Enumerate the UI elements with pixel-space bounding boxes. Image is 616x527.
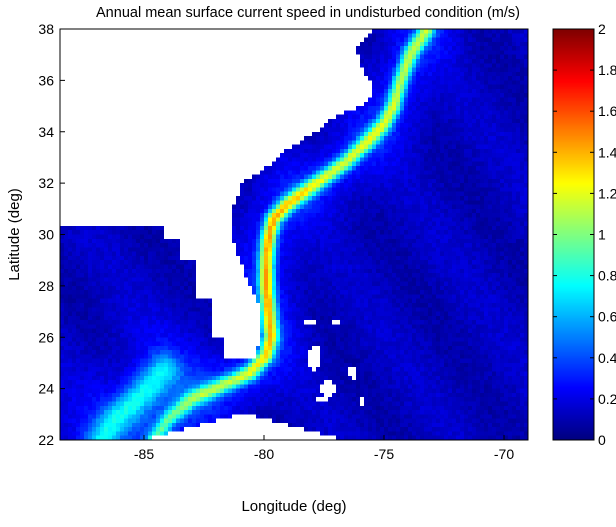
y-tick-label: 32 [38,175,54,191]
y-tick-label: 34 [38,124,54,140]
y-tick-label: 38 [38,21,54,37]
chart-title: Annual mean surface current speed in und… [96,5,520,21]
x-tick-label: -70 [494,446,514,462]
heatmap-image [60,29,528,440]
x-tick-label: -75 [374,446,394,462]
colorbar-tick-label: 0.4 [598,350,616,366]
y-tick-label: 30 [38,227,54,243]
colorbar-tick-label: 0 [598,432,606,448]
colorbar-tick-label: 1.6 [598,103,616,119]
colorbar-ticks: 0 0.2 0.4 0.6 0.8 1 1.2 1.4 1.6 1.8 2 [553,21,616,448]
colorbar-gradient [553,29,594,440]
y-tick-label: 26 [38,329,54,345]
colorbar-tick-label: 1.4 [598,144,616,160]
y-tick-label: 22 [38,432,54,448]
x-tick-label: -85 [134,446,154,462]
colorbar-tick-label: 0.6 [598,309,616,325]
colorbar-tick-label: 1.2 [598,185,616,201]
y-tick-label: 24 [38,381,54,397]
y-axis-ticks: 22 24 26 28 30 32 34 36 38 [38,21,65,448]
y-axis-title: Latitude (deg) [6,188,23,281]
colorbar-tick-label: 1.8 [598,62,616,78]
colorbar-tick-label: 0.8 [598,268,616,284]
colorbar-tick-label: 2 [598,21,606,37]
y-tick-label: 36 [38,72,54,88]
x-tick-label: -80 [254,446,274,462]
y-tick-label: 28 [38,278,54,294]
colorbar-tick-label: 0.2 [598,391,616,407]
colorbar-tick-label: 1 [598,227,606,243]
plot-area [59,28,529,441]
x-axis-title: Longitude (deg) [241,498,346,515]
x-axis-ticks: -85 -80 -75 -70 [134,435,514,462]
colorbar: 0 0.2 0.4 0.6 0.8 1 1.2 1.4 1.6 1.8 2 [552,21,616,448]
